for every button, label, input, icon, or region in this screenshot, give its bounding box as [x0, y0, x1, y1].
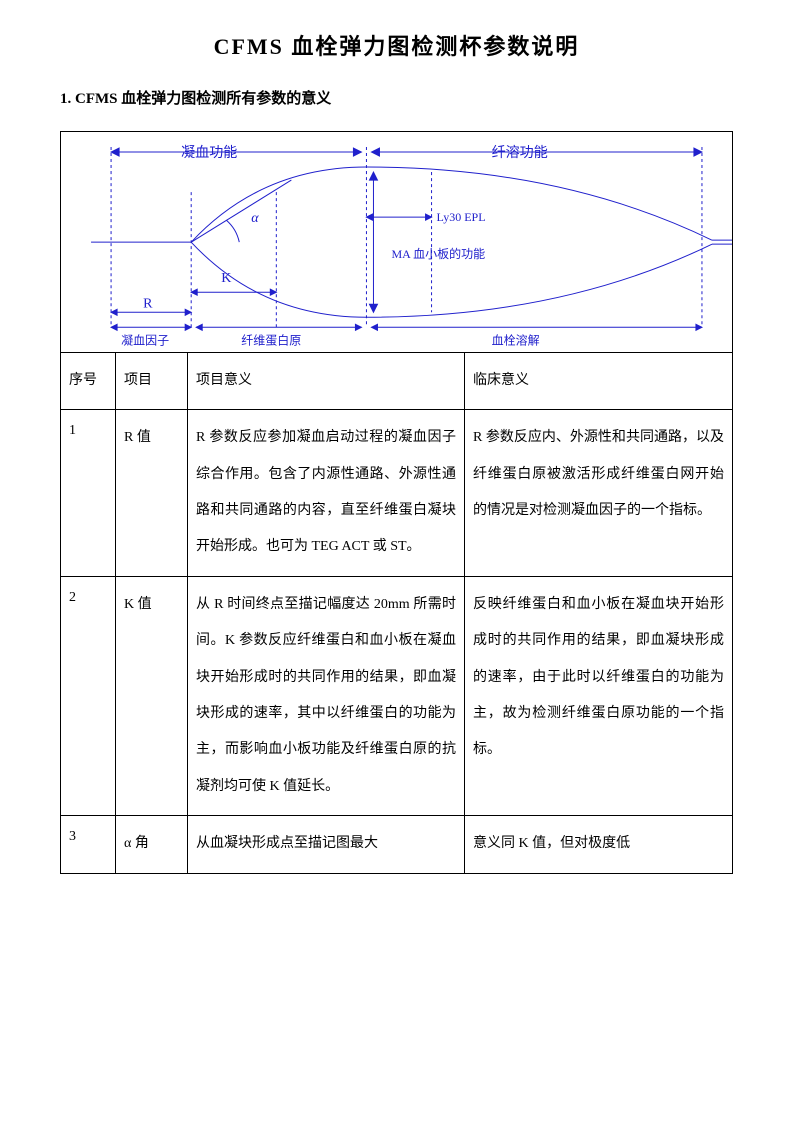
diagram-bottom-left: 凝血因子 [121, 332, 169, 347]
diagram-r: R [143, 296, 153, 311]
page-title: CFMS 血栓弹力图检测杯参数说明 [60, 30, 733, 63]
table-row: 1 R 值 R 参数反应参加凝血启动过程的凝血因子综合作用。包含了内源性通路、外… [61, 410, 733, 577]
header-clinical: 临床意义 [465, 352, 733, 409]
diagram-bottom-mid: 纤维蛋白原 [241, 332, 301, 347]
cell-item: K 值 [116, 576, 188, 815]
header-seq: 序号 [61, 352, 116, 409]
cell-meaning: 从 R 时间终点至描记幅度达 20mm 所需时间。K 参数反应纤维蛋白和血小板在… [188, 576, 465, 815]
header-meaning: 项目意义 [188, 352, 465, 409]
cell-item: R 值 [116, 410, 188, 577]
diagram-ma: MA 血小板的功能 [391, 246, 485, 261]
cell-seq: 3 [61, 816, 116, 873]
diagram-k: K [221, 271, 231, 286]
section-heading-1: 1. CFMS 血栓弹力图检测所有参数的意义 [60, 88, 733, 111]
table-row: 3 α 角 从血凝块形成点至描记图最大 意义同 K 值，但对极度低 [61, 816, 733, 873]
table-header-row: 序号 项目 项目意义 临床意义 [61, 352, 733, 409]
teg-diagram: 凝血功能 纤溶功能 α Ly30 EPL MA 血小板的功能 K R [60, 131, 733, 353]
diagram-alpha: α [251, 211, 259, 226]
parameters-table: 序号 项目 项目意义 临床意义 1 R 值 R 参数反应参加凝血启动过程的凝血因… [60, 352, 733, 874]
table-row: 2 K 值 从 R 时间终点至描记幅度达 20mm 所需时间。K 参数反应纤维蛋… [61, 576, 733, 815]
cell-item: α 角 [116, 816, 188, 873]
cell-meaning: R 参数反应参加凝血启动过程的凝血因子综合作用。包含了内源性通路、外源性通路和共… [188, 410, 465, 577]
diagram-label-fibrinolysis: 纤溶功能 [492, 145, 548, 161]
diagram-label-coagulation: 凝血功能 [181, 145, 237, 161]
cell-seq: 1 [61, 410, 116, 577]
cell-clinical: R 参数反应内、外源性和共同通路，以及纤维蛋白原被激活形成纤维蛋白网开始的情况是… [465, 410, 733, 577]
diagram-ly30: Ly30 EPL [437, 210, 486, 224]
cell-clinical: 意义同 K 值，但对极度低 [465, 816, 733, 873]
cell-meaning: 从血凝块形成点至描记图最大 [188, 816, 465, 873]
cell-seq: 2 [61, 576, 116, 815]
header-item: 项目 [116, 352, 188, 409]
cell-clinical: 反映纤维蛋白和血小板在凝血块开始形成时的共同作用的结果，即血凝块形成的速率，由于… [465, 576, 733, 815]
diagram-bottom-right: 血栓溶解 [492, 332, 540, 347]
